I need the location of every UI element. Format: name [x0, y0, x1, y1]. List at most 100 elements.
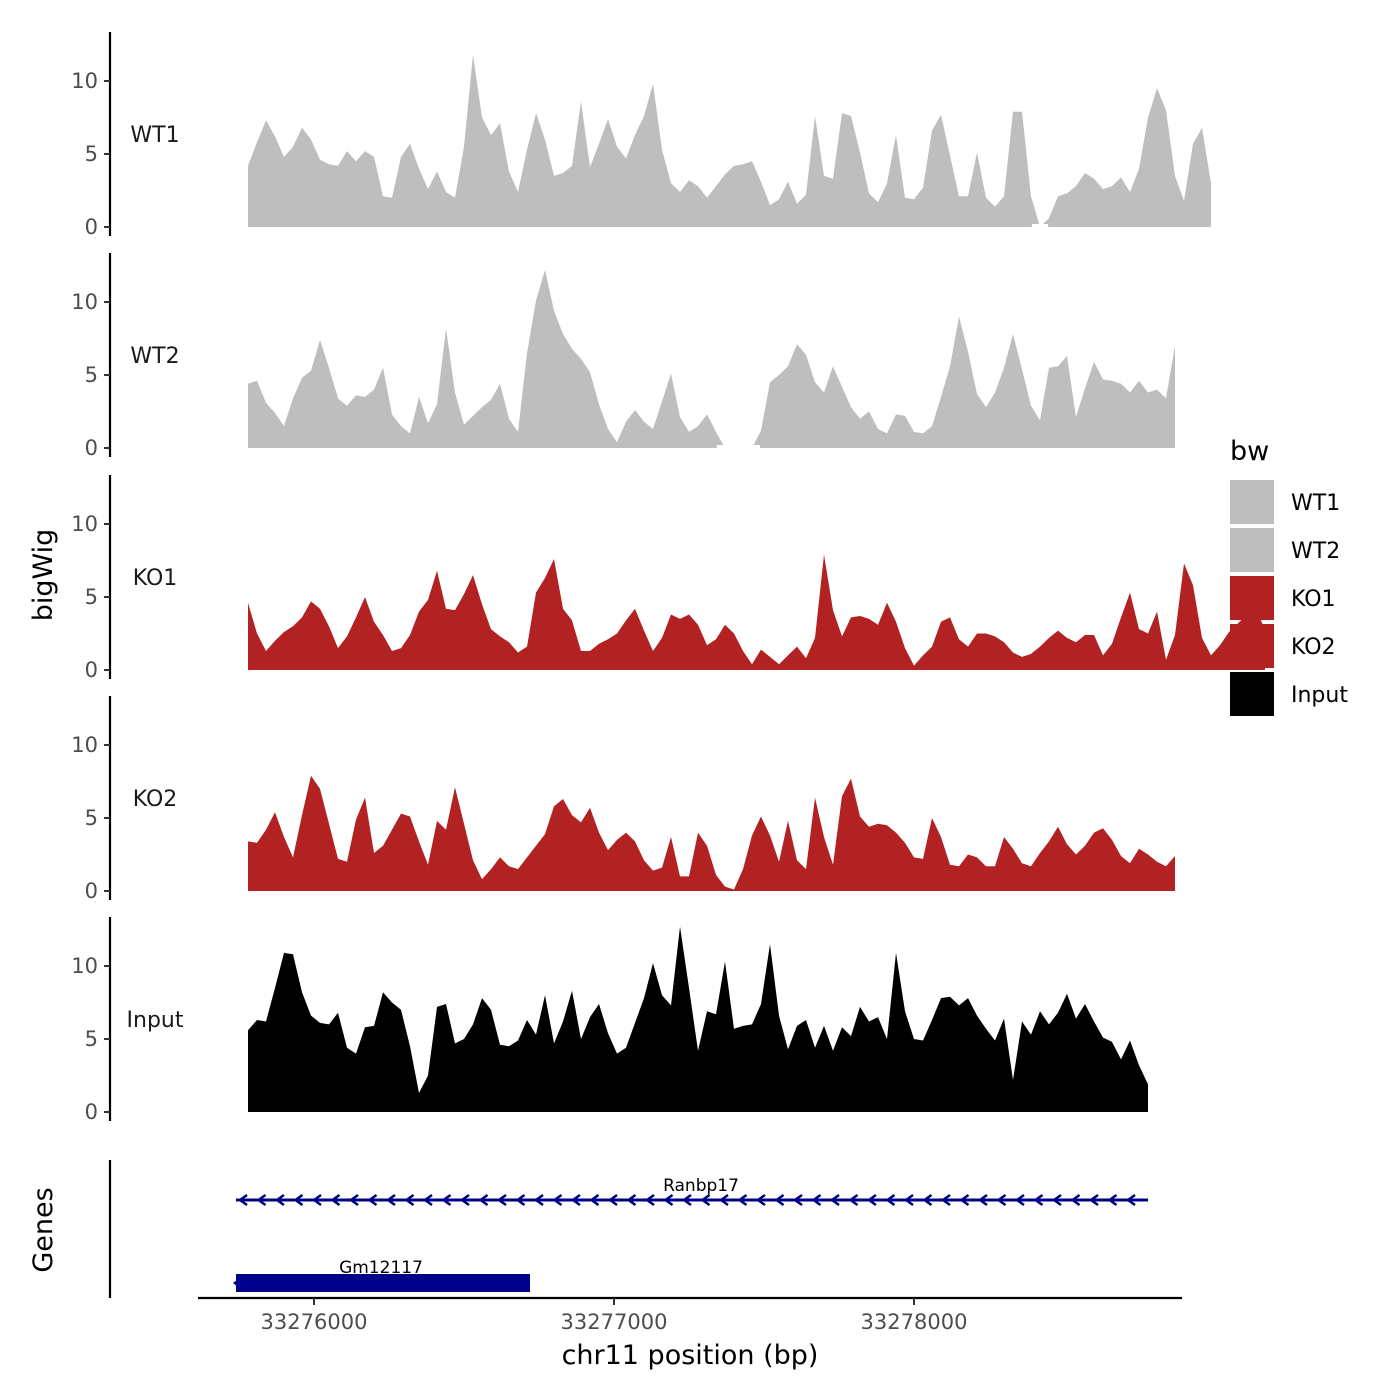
strand-arrow [404, 1193, 415, 1207]
legend-label: WT1 [1291, 491, 1340, 516]
strand-arrow [885, 1193, 896, 1207]
strand-arrow [274, 1193, 285, 1207]
y-tick-label: 5 [85, 1027, 98, 1051]
strand-arrow [1051, 1193, 1062, 1207]
legend-swatch [1230, 624, 1274, 668]
y-tick-label: 0 [85, 1100, 98, 1124]
strand-arrow [792, 1193, 803, 1207]
legend-entry-input: Input [1230, 672, 1348, 716]
x-tick-label: 33276000 [261, 1310, 368, 1334]
area-wt2 [248, 269, 1175, 448]
strand-arrow [589, 1193, 600, 1207]
genes-panel: Ranbp17 Gm12117 [108, 1160, 1148, 1298]
strand-arrow [1033, 1193, 1044, 1207]
legend-entry-wt2: WT2 [1230, 528, 1340, 572]
track-label-wt2: WT2 [130, 344, 179, 369]
area-wt1 [248, 54, 1211, 228]
strand-arrow [940, 1193, 951, 1207]
legend-label: KO2 [1291, 635, 1336, 660]
strand-arrow [496, 1193, 507, 1207]
gene-gm12117: Gm12117 [232, 1258, 530, 1292]
strand-arrow [441, 1193, 452, 1207]
legend: bw WT1 WT2 KO1 KO2 Input [1230, 436, 1348, 716]
strand-arrow [663, 1193, 674, 1207]
strand-arrow [552, 1193, 563, 1207]
strand-arrow [459, 1193, 470, 1207]
strand-arrow [478, 1193, 489, 1207]
legend-label: Input [1291, 683, 1348, 708]
strand-arrow [385, 1193, 396, 1207]
coverage-gap [725, 445, 743, 449]
strand-arrow [626, 1193, 637, 1207]
strand-arrow [1107, 1193, 1118, 1207]
strand-arrow [515, 1193, 526, 1207]
strand-arrow [293, 1193, 304, 1207]
strand-arrow [959, 1193, 970, 1207]
strand-arrow [700, 1193, 711, 1207]
x-axis: 33276000 33277000 33278000 [198, 1296, 1182, 1334]
coverage-gap [716, 445, 734, 449]
strand-arrow [1088, 1193, 1099, 1207]
strand-arrow [256, 1193, 267, 1207]
y-tick-label: 0 [85, 879, 98, 903]
strand-arrow [533, 1193, 544, 1207]
y-tick-label: 5 [85, 585, 98, 609]
y-tick-label: 10 [71, 69, 98, 93]
strand-arrow [570, 1193, 581, 1207]
track-panels: 0 5 10 WT1 0 5 10 WT2 0 5 10 KO1 0 5 10 KO2 0 5 10 Input [71, 32, 1265, 1124]
strand-arrow [848, 1193, 859, 1207]
strand-arrow [718, 1193, 729, 1207]
strand-arrow [367, 1193, 378, 1207]
gene-label: Gm12117 [339, 1258, 423, 1278]
coverage-gap [734, 445, 752, 449]
strand-arrow [232, 1276, 243, 1290]
strand-arrow [774, 1193, 785, 1207]
area-ko1 [248, 554, 1265, 670]
area-ko2 [248, 775, 1175, 891]
strand-arrow [1125, 1193, 1136, 1207]
strand-arrow [1070, 1193, 1081, 1207]
strand-arrow [330, 1193, 341, 1207]
track-label-ko2: KO2 [133, 787, 178, 812]
strand-arrow [237, 1193, 248, 1207]
track-input: 0 5 10 Input [71, 917, 1148, 1124]
strand-arrow [348, 1193, 359, 1207]
strand-arrow [922, 1193, 933, 1207]
strand-arrow [422, 1193, 433, 1207]
legend-swatch [1230, 672, 1274, 716]
y-tick-label: 10 [71, 290, 98, 314]
x-axis-title: chr11 position (bp) [562, 1340, 819, 1371]
legend-entry-ko1: KO1 [1230, 576, 1336, 620]
legend-entry-wt1: WT1 [1230, 480, 1340, 524]
track-label-ko1: KO1 [133, 566, 178, 591]
gene-exon [236, 1274, 530, 1292]
strand-arrow [977, 1193, 988, 1207]
strand-arrow [644, 1193, 655, 1207]
strand-arrow [607, 1193, 618, 1207]
track-ko1: 0 5 10 KO1 [71, 475, 1265, 682]
legend-swatch [1230, 576, 1274, 620]
y-tick-label: 0 [85, 436, 98, 460]
track-label-wt1: WT1 [130, 123, 179, 148]
gene-ranbp17: Ranbp17 [236, 1176, 1148, 1207]
x-tick-label: 33277000 [561, 1310, 668, 1334]
strand-arrow [866, 1193, 877, 1207]
coverage-gap [743, 445, 761, 449]
area-input [248, 926, 1148, 1112]
track-label-input: Input [127, 1008, 184, 1033]
y-tick-label: 0 [85, 215, 98, 239]
track-ko2: 0 5 10 KO2 [71, 696, 1175, 903]
y-tick-label: 5 [85, 142, 98, 166]
strand-arrow [311, 1193, 322, 1207]
strand-arrow [996, 1193, 1007, 1207]
legend-label: WT2 [1291, 539, 1340, 564]
track-wt2: 0 5 10 WT2 [71, 253, 1175, 460]
strand-arrow [737, 1193, 748, 1207]
coverage-gap [1031, 224, 1049, 228]
legend-swatch [1230, 528, 1274, 572]
y-tick-label: 10 [71, 512, 98, 536]
strand-arrow [829, 1193, 840, 1207]
y-tick-label: 5 [85, 806, 98, 830]
strand-arrow [681, 1193, 692, 1207]
